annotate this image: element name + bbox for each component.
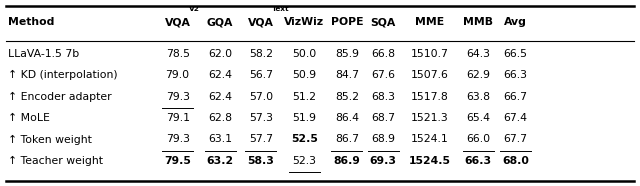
Text: ↑ Teacher weight: ↑ Teacher weight: [8, 156, 102, 166]
Text: 66.0: 66.0: [466, 134, 490, 145]
Text: V2: V2: [189, 6, 200, 12]
Text: 63.8: 63.8: [466, 92, 490, 102]
Text: 64.3: 64.3: [466, 49, 490, 59]
Text: 66.3: 66.3: [465, 156, 492, 166]
Text: 52.5: 52.5: [291, 134, 317, 145]
Text: ↑ MoLE: ↑ MoLE: [8, 113, 49, 123]
Text: 1524.5: 1524.5: [408, 156, 451, 166]
Text: 62.0: 62.0: [208, 49, 232, 59]
Text: ↑ Token weight: ↑ Token weight: [8, 134, 92, 145]
Text: 51.2: 51.2: [292, 92, 316, 102]
Text: ↑ Encoder adapter: ↑ Encoder adapter: [8, 92, 111, 102]
Text: 57.7: 57.7: [249, 134, 273, 145]
Text: 66.7: 66.7: [504, 92, 527, 102]
Text: 62.8: 62.8: [208, 113, 232, 123]
Text: 50.9: 50.9: [292, 70, 316, 80]
Text: SQA: SQA: [371, 17, 396, 27]
Text: 85.9: 85.9: [335, 49, 359, 59]
Text: 84.7: 84.7: [335, 70, 359, 80]
Text: 79.1: 79.1: [166, 113, 189, 123]
Text: GQA: GQA: [207, 17, 234, 27]
Text: 86.4: 86.4: [335, 113, 359, 123]
Text: LLaVA-1.5 7b: LLaVA-1.5 7b: [8, 49, 79, 59]
Text: 62.4: 62.4: [208, 70, 232, 80]
Text: 86.7: 86.7: [335, 134, 359, 145]
Text: 58.3: 58.3: [248, 156, 274, 166]
Text: 79.3: 79.3: [166, 92, 189, 102]
Text: MME: MME: [415, 17, 444, 27]
Text: 58.2: 58.2: [249, 49, 273, 59]
Text: 79.3: 79.3: [166, 134, 189, 145]
Text: 57.3: 57.3: [249, 113, 273, 123]
Text: 67.6: 67.6: [371, 70, 396, 80]
Text: 1521.3: 1521.3: [411, 113, 448, 123]
Text: 51.9: 51.9: [292, 113, 316, 123]
Text: 68.3: 68.3: [371, 92, 396, 102]
Text: 79.0: 79.0: [166, 70, 189, 80]
Text: 66.5: 66.5: [504, 49, 527, 59]
Text: Avg: Avg: [504, 17, 527, 27]
Text: Text: Text: [273, 6, 290, 12]
Text: VQA: VQA: [248, 17, 274, 27]
Text: 63.1: 63.1: [208, 134, 232, 145]
Text: 1524.1: 1524.1: [411, 134, 448, 145]
Text: 56.7: 56.7: [249, 70, 273, 80]
Text: 66.3: 66.3: [504, 70, 527, 80]
Text: 1507.6: 1507.6: [410, 70, 449, 80]
Text: VizWiz: VizWiz: [284, 17, 324, 27]
Text: 62.4: 62.4: [208, 92, 232, 102]
Text: 68.9: 68.9: [371, 134, 396, 145]
Text: 86.9: 86.9: [333, 156, 360, 166]
Text: 57.0: 57.0: [249, 92, 273, 102]
Text: 50.0: 50.0: [292, 49, 316, 59]
Text: 1517.8: 1517.8: [411, 92, 448, 102]
Text: 66.8: 66.8: [371, 49, 396, 59]
Text: ↑ KD (interpolation): ↑ KD (interpolation): [8, 70, 117, 80]
Text: 85.2: 85.2: [335, 92, 359, 102]
Text: 63.2: 63.2: [207, 156, 234, 166]
Text: Method: Method: [8, 17, 54, 27]
Text: 1510.7: 1510.7: [410, 49, 449, 59]
Text: 67.7: 67.7: [504, 134, 527, 145]
Text: POPE: POPE: [331, 17, 363, 27]
Text: 69.3: 69.3: [370, 156, 397, 166]
Text: 68.0: 68.0: [502, 156, 529, 166]
Text: 52.3: 52.3: [292, 156, 316, 166]
Text: MMB: MMB: [463, 17, 493, 27]
Text: 62.9: 62.9: [466, 70, 490, 80]
Text: VQA: VQA: [164, 17, 191, 27]
Text: 65.4: 65.4: [466, 113, 490, 123]
Text: 68.7: 68.7: [371, 113, 396, 123]
Text: 78.5: 78.5: [166, 49, 189, 59]
Text: 67.4: 67.4: [504, 113, 527, 123]
Text: 79.5: 79.5: [164, 156, 191, 166]
